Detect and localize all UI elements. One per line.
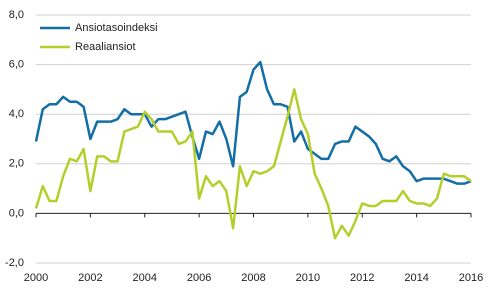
x-tick-label: 2014: [404, 272, 428, 284]
x-tick-label: 2016: [459, 272, 483, 284]
x-tick-label: 2012: [350, 272, 374, 284]
x-tick-label: 2010: [296, 272, 320, 284]
y-tick-label: 8,0: [9, 9, 24, 21]
x-tick-label: 2006: [187, 272, 211, 284]
x-tick-label: 2000: [24, 272, 48, 284]
legend-label: Ansiotasoindeksi: [75, 22, 158, 34]
y-tick-label: -2,0: [5, 257, 24, 269]
series-line: [34, 60, 472, 185]
y-tick-label: 2,0: [9, 158, 24, 170]
x-tick-label: 2008: [241, 272, 265, 284]
series-line: [34, 88, 472, 240]
y-tick-label: 0,0: [9, 207, 24, 219]
legend-label: Reaaliansiot: [75, 41, 136, 53]
x-tick-label: 2004: [133, 272, 157, 284]
y-tick-label: 4,0: [9, 108, 24, 120]
y-tick-label: 6,0: [9, 59, 24, 71]
x-tick-label: 2002: [78, 272, 102, 284]
